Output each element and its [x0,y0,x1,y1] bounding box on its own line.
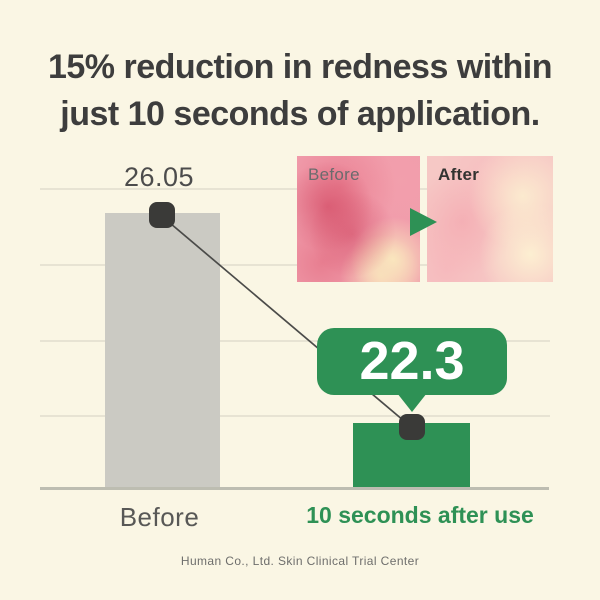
title-line-2: just 10 seconds of application. [60,94,540,133]
value-label-before: 26.05 [123,162,195,192]
data-point-marker-before [149,202,175,228]
callout-tail [397,393,427,412]
value-label-after: 22.3 [359,330,465,391]
before-image-label: Before [308,165,360,184]
value-callout: 22.3 [317,328,507,412]
after-skin-image: After [427,156,553,282]
x-axis-label-before: Before [119,502,200,532]
data-point-marker-after [399,414,425,440]
bar-before [105,213,220,487]
before-skin-image: Before [297,156,420,282]
arrow-right-icon [410,208,437,236]
page-title: 15% reduction in redness within just 10 … [0,44,600,138]
x-axis-line [40,487,549,490]
after-image-label: After [438,165,480,184]
x-axis-label-after: 10 seconds after use [306,502,534,528]
title-line-1: 15% reduction in redness within [47,48,553,86]
footer-credit: Human Co., Ltd. Skin Clinical Trial Cent… [180,554,420,568]
gridline [40,188,550,190]
